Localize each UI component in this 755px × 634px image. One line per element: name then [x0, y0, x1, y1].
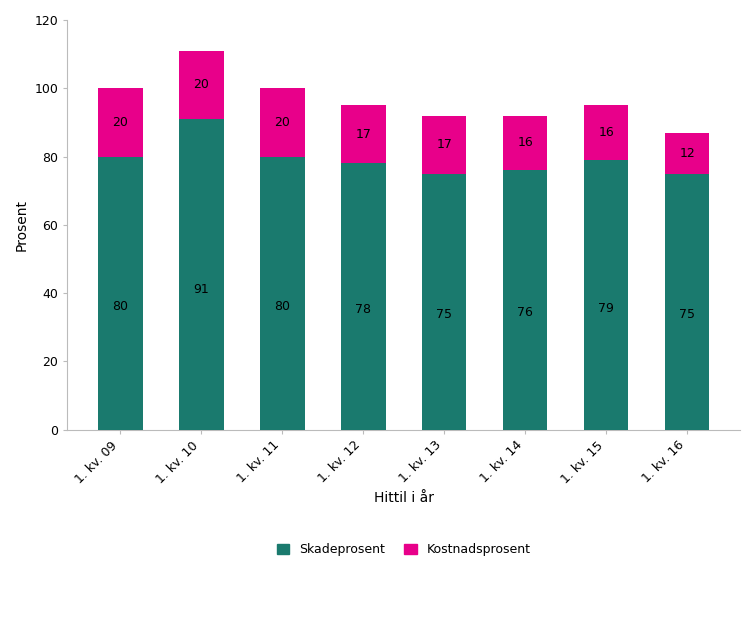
X-axis label: Hittil i år: Hittil i år	[374, 491, 433, 505]
Text: 20: 20	[274, 116, 290, 129]
Bar	[665, 133, 710, 174]
Bar	[665, 174, 710, 430]
Text: 75: 75	[680, 308, 695, 321]
Bar	[584, 105, 628, 160]
Bar	[341, 105, 386, 164]
Bar	[179, 51, 223, 119]
Text: 79: 79	[598, 302, 614, 315]
Bar	[584, 160, 628, 430]
Bar	[98, 88, 143, 157]
Bar	[422, 115, 467, 174]
Legend: Skadeprosent, Kostnadsprosent: Skadeprosent, Kostnadsprosent	[272, 538, 535, 561]
Text: 78: 78	[356, 303, 371, 316]
Y-axis label: Prosent: Prosent	[15, 199, 29, 251]
Bar	[341, 164, 386, 430]
Text: 17: 17	[436, 138, 452, 151]
Text: 75: 75	[436, 308, 452, 321]
Bar	[179, 119, 223, 430]
Text: 16: 16	[598, 126, 614, 139]
Bar	[260, 88, 304, 157]
Text: 76: 76	[517, 306, 533, 320]
Text: 20: 20	[193, 79, 209, 91]
Bar	[503, 115, 547, 170]
Bar	[422, 174, 467, 430]
Text: 16: 16	[517, 136, 533, 150]
Text: 91: 91	[193, 283, 209, 296]
Bar	[503, 170, 547, 430]
Text: 80: 80	[112, 301, 128, 313]
Text: 20: 20	[112, 116, 128, 129]
Text: 12: 12	[680, 146, 695, 160]
Text: 80: 80	[274, 301, 290, 313]
Bar	[98, 157, 143, 430]
Text: 17: 17	[356, 128, 371, 141]
Bar	[260, 157, 304, 430]
